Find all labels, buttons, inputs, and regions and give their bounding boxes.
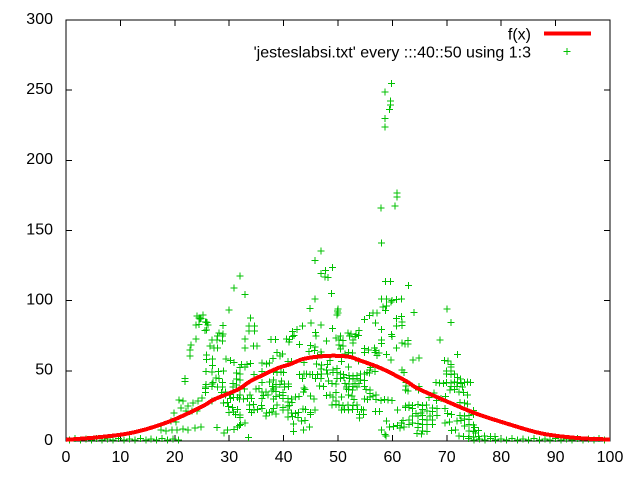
- svg-text:10: 10: [112, 449, 130, 466]
- svg-text:20: 20: [166, 449, 184, 466]
- svg-text:50: 50: [329, 449, 347, 466]
- svg-text:30: 30: [220, 449, 238, 466]
- svg-text:200: 200: [26, 151, 53, 168]
- svg-text:'jesteslabsi.txt' every :::40:: 'jesteslabsi.txt' every :::40::50 using …: [254, 44, 531, 61]
- svg-text:250: 250: [26, 81, 53, 98]
- svg-text:90: 90: [547, 449, 565, 466]
- svg-text:f(x): f(x): [508, 26, 531, 43]
- svg-text:80: 80: [492, 449, 510, 466]
- svg-text:100: 100: [597, 449, 624, 466]
- svg-text:0: 0: [44, 432, 53, 449]
- svg-text:150: 150: [26, 221, 53, 238]
- svg-text:60: 60: [384, 449, 402, 466]
- svg-text:300: 300: [26, 11, 53, 28]
- svg-text:50: 50: [35, 362, 53, 379]
- svg-text:100: 100: [26, 292, 53, 309]
- svg-text:40: 40: [275, 449, 293, 466]
- svg-text:70: 70: [438, 449, 456, 466]
- svg-text:0: 0: [62, 449, 71, 466]
